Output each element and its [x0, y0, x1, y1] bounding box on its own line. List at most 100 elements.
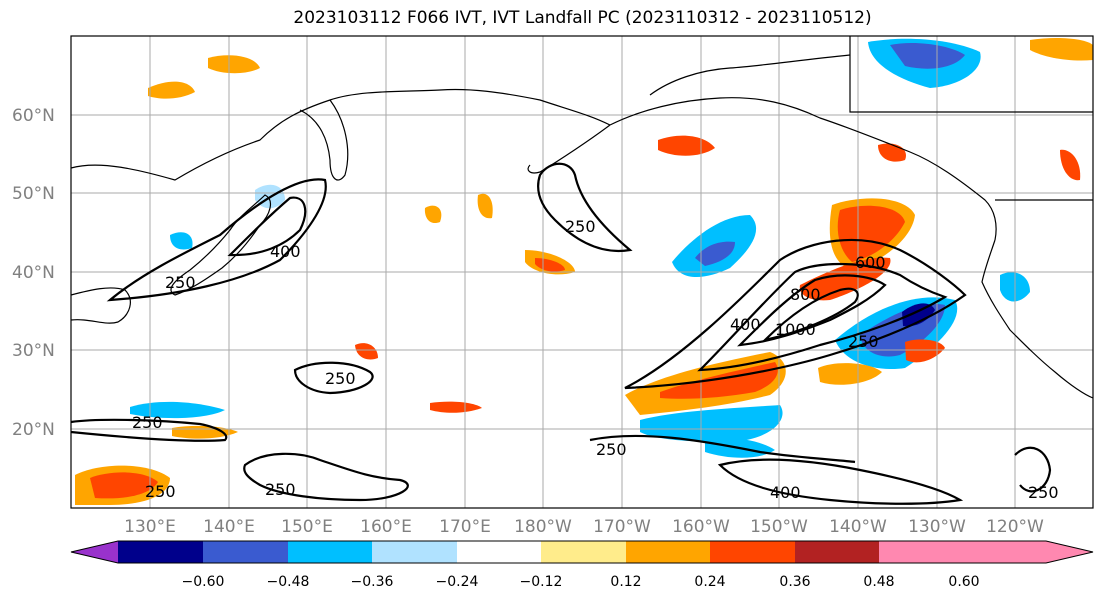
- map-title: 2023103112 F066 IVT, IVT Landfall PC (20…: [293, 8, 872, 28]
- shade-pos-coast-south-2: [905, 339, 945, 363]
- colorbar-tick: −0.12: [520, 574, 563, 590]
- shade-neg-canada-core: [890, 43, 965, 69]
- shade-pos-wp-4: [430, 401, 482, 413]
- colorbar-bin: [457, 541, 541, 563]
- colorbar-outline: [70, 540, 1094, 564]
- contour-label: 250: [596, 440, 627, 459]
- colorbar-bin: [626, 541, 710, 563]
- contour-jet-1000: [761, 287, 859, 342]
- colorbar-tick: 0.12: [610, 574, 641, 590]
- contour-label: 250: [132, 413, 163, 432]
- colorbar-bin: [203, 541, 288, 563]
- lon-label: 160°W: [672, 517, 730, 537]
- lon-label: 140°E: [203, 517, 255, 537]
- colorbar-bin: [288, 541, 372, 563]
- colorbar-extend-left: [71, 541, 118, 563]
- contour-jet-400: [697, 262, 948, 372]
- lon-label: 160°E: [360, 517, 412, 537]
- lat-label: 60°N: [12, 106, 55, 126]
- colorbar-bin: [710, 541, 795, 563]
- ivt-contours: [70, 162, 1052, 505]
- shade-neg-japan-2: [170, 232, 193, 250]
- lat-axis: 60°N 50°N 40°N 30°N 20°N: [12, 106, 55, 440]
- shade-pos-mid-2: [477, 193, 493, 219]
- shade-pos-mid-1: [355, 343, 378, 360]
- lon-label: 180°W: [514, 517, 572, 537]
- colorbar-tick: −0.60: [182, 574, 225, 590]
- lon-axis: 130°E 140°E 150°E 160°E 170°E 180°W 170°…: [124, 517, 1044, 537]
- colorbar-bin: [879, 541, 964, 563]
- shade-pos-coast-south: [818, 363, 882, 385]
- contour-label: 250: [265, 480, 296, 499]
- lon-label: 150°W: [750, 517, 808, 537]
- colorbar-bin: [372, 541, 457, 563]
- lon-label: 170°E: [439, 517, 491, 537]
- shade-pos-north-core: [837, 205, 905, 262]
- contour-label: 400: [770, 483, 801, 502]
- contour-label: 250: [565, 217, 596, 236]
- lon-label: 130°E: [124, 517, 176, 537]
- contour-se-250: [589, 434, 856, 464]
- contour-s-250: [243, 452, 409, 502]
- coast-japan: [170, 194, 272, 296]
- border-canada: [849, 36, 1093, 113]
- coast-alaska: [609, 97, 997, 241]
- contour-label: 600: [855, 253, 886, 272]
- coast-kamchatka: [299, 99, 349, 181]
- colorbar-tick: 0.48: [863, 574, 894, 590]
- coast-westus: [981, 239, 1094, 399]
- contour-label: 400: [270, 242, 301, 261]
- coastlines: [70, 36, 1094, 399]
- shade-pos-canada-2: [1060, 149, 1081, 181]
- colorbar: −0.60 −0.48 −0.36 −0.24 −0.12 0.12 0.24 …: [70, 540, 1094, 590]
- colorbar-bin: [795, 541, 879, 563]
- coast-korea-china: [70, 287, 131, 324]
- contour-mid-250: [537, 162, 633, 253]
- lat-label: 50°N: [12, 184, 55, 204]
- contour-se-400: [717, 458, 964, 505]
- contour-label-group: 250 400 250 250 250 400 800 1000 600 250…: [132, 217, 1059, 502]
- lon-label: 120°W: [986, 517, 1044, 537]
- colorbar-bin: [541, 541, 626, 563]
- colorbar-tick: −0.48: [267, 574, 310, 590]
- lat-label: 30°N: [12, 341, 55, 361]
- lat-label: 40°N: [12, 263, 55, 283]
- lat-label: 20°N: [12, 420, 55, 440]
- contour-label: 250: [1028, 483, 1059, 502]
- shade-pos-canada: [1030, 37, 1093, 61]
- contour-label: 250: [848, 332, 879, 351]
- colorbar-tick: −0.36: [351, 574, 394, 590]
- contour-nw-400: [227, 196, 307, 257]
- shade-pos-wp-1: [148, 81, 195, 99]
- map-panel: 250 400 250 250 250 400 800 1000 600 250…: [70, 35, 1094, 509]
- shade-neg-coast-deep: [902, 303, 935, 327]
- contour-label: 800: [790, 285, 821, 304]
- contour-far-e: [1014, 446, 1052, 493]
- contour-sw-250: [293, 361, 374, 395]
- coast-alaska-north: [649, 54, 851, 96]
- lon-label: 170°W: [593, 517, 651, 537]
- lon-label: 140°W: [829, 517, 887, 537]
- shade-neg-wp-1: [130, 401, 225, 419]
- shade-pos-core: [660, 362, 778, 399]
- shaded-pc-field: [75, 37, 1093, 505]
- colorbar-tick: 0.24: [694, 574, 725, 590]
- shade-pos-wp-sw-core: [90, 472, 158, 499]
- shade-pos-mid-3: [424, 205, 442, 224]
- lon-label: 130°W: [908, 517, 966, 537]
- map-frame: [70, 35, 1094, 509]
- shade-neg-upstream-core: [695, 241, 735, 266]
- contour-label: 250: [145, 482, 176, 501]
- shade-pos-jet: [799, 257, 891, 301]
- contour-label: 1000: [775, 320, 816, 339]
- contour-label: 250: [165, 273, 196, 292]
- contour-w-250: [70, 418, 228, 442]
- colorbar-extend-right: [964, 541, 1093, 563]
- contour-jet-outer: [624, 238, 967, 390]
- colorbar-bin: [118, 541, 203, 563]
- shade-neg-band: [640, 405, 783, 442]
- contour-label: 250: [325, 369, 356, 388]
- shade-pos-wp-2: [208, 55, 260, 74]
- contour-label: 400: [730, 315, 761, 334]
